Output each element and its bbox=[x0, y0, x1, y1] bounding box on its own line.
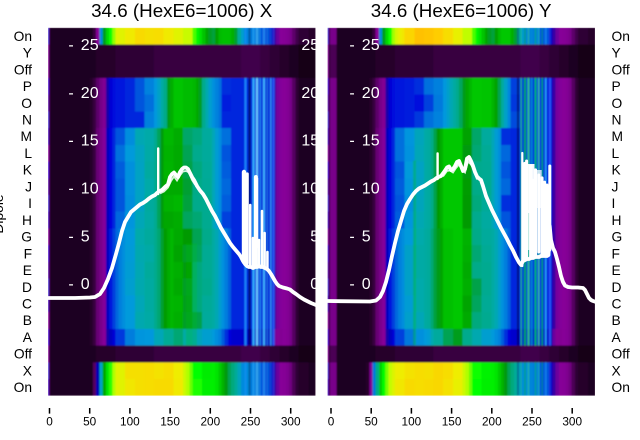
svg-text:H: H bbox=[612, 213, 622, 228]
svg-text:H: H bbox=[22, 213, 32, 228]
svg-text:D: D bbox=[612, 280, 622, 295]
svg-text:On: On bbox=[14, 29, 32, 44]
svg-text:-: - bbox=[349, 276, 354, 293]
svg-text:10: 10 bbox=[362, 181, 380, 198]
svg-text:I: I bbox=[28, 196, 32, 211]
svg-text:J: J bbox=[612, 179, 619, 194]
svg-text:5: 5 bbox=[362, 228, 371, 245]
svg-text:0: 0 bbox=[81, 276, 90, 293]
svg-text:-: - bbox=[68, 181, 73, 198]
svg-text:A: A bbox=[612, 330, 622, 345]
svg-text:Off: Off bbox=[612, 347, 630, 362]
svg-text:250: 250 bbox=[241, 415, 261, 429]
svg-text:15: 15 bbox=[301, 133, 319, 150]
svg-text:-: - bbox=[349, 181, 354, 198]
svg-text:Off: Off bbox=[14, 347, 32, 362]
svg-text:M: M bbox=[612, 129, 624, 144]
svg-text:B: B bbox=[23, 313, 32, 328]
svg-text:200: 200 bbox=[482, 415, 502, 429]
svg-text:F: F bbox=[612, 246, 620, 261]
svg-text:X: X bbox=[612, 363, 621, 378]
svg-text:On: On bbox=[612, 29, 630, 44]
svg-text:0: 0 bbox=[310, 276, 319, 293]
svg-text:L: L bbox=[612, 146, 620, 161]
svg-text:50: 50 bbox=[365, 415, 379, 429]
svg-text:F: F bbox=[24, 246, 32, 261]
svg-text:300: 300 bbox=[562, 415, 582, 429]
svg-text:N: N bbox=[612, 113, 622, 128]
svg-text:O: O bbox=[21, 96, 32, 111]
svg-text:10: 10 bbox=[81, 181, 99, 198]
svg-text:E: E bbox=[23, 263, 32, 278]
svg-text:20: 20 bbox=[362, 85, 380, 102]
svg-text:Off: Off bbox=[14, 62, 32, 77]
svg-text:-: - bbox=[349, 133, 354, 150]
svg-text:-: - bbox=[68, 85, 73, 102]
svg-text:-: - bbox=[68, 276, 73, 293]
svg-text:O: O bbox=[612, 96, 623, 111]
svg-text:C: C bbox=[612, 297, 622, 312]
svg-text:J: J bbox=[25, 179, 32, 194]
svg-text:G: G bbox=[21, 230, 32, 245]
svg-text:0: 0 bbox=[328, 415, 335, 429]
svg-text:-: - bbox=[349, 228, 354, 245]
svg-text:100: 100 bbox=[120, 415, 140, 429]
svg-text:On: On bbox=[14, 380, 32, 395]
svg-text:34.6 (HexE6=1006) X: 34.6 (HexE6=1006) X bbox=[91, 0, 273, 21]
svg-text:I: I bbox=[612, 196, 616, 211]
svg-text:K: K bbox=[612, 163, 622, 178]
svg-text:Y: Y bbox=[612, 46, 621, 61]
svg-text:C: C bbox=[22, 297, 32, 312]
svg-text:150: 150 bbox=[442, 415, 462, 429]
svg-text:250: 250 bbox=[522, 415, 542, 429]
svg-text:-: - bbox=[68, 133, 73, 150]
svg-text:Y: Y bbox=[23, 46, 32, 61]
svg-text:-: - bbox=[349, 37, 354, 54]
svg-text:200: 200 bbox=[200, 415, 220, 429]
svg-text:Dipole: Dipole bbox=[0, 194, 6, 233]
svg-text:E: E bbox=[612, 263, 621, 278]
svg-text:0: 0 bbox=[46, 415, 53, 429]
svg-text:X: X bbox=[23, 363, 32, 378]
svg-text:15: 15 bbox=[362, 133, 380, 150]
svg-text:M: M bbox=[21, 129, 33, 144]
svg-text:B: B bbox=[612, 313, 621, 328]
svg-text:300: 300 bbox=[281, 415, 301, 429]
svg-text:P: P bbox=[23, 79, 32, 94]
svg-text:5: 5 bbox=[81, 228, 90, 245]
svg-text:Off: Off bbox=[612, 62, 630, 77]
svg-text:K: K bbox=[23, 163, 33, 178]
svg-text:On: On bbox=[612, 380, 630, 395]
svg-text:G: G bbox=[612, 230, 623, 245]
svg-text:50: 50 bbox=[83, 415, 97, 429]
svg-text:0: 0 bbox=[362, 276, 371, 293]
svg-text:-: - bbox=[68, 228, 73, 245]
svg-text:P: P bbox=[612, 79, 621, 94]
svg-text:N: N bbox=[22, 113, 32, 128]
svg-text:-: - bbox=[349, 85, 354, 102]
svg-text:5: 5 bbox=[310, 228, 319, 245]
svg-text:34.6 (HexE6=1006) Y: 34.6 (HexE6=1006) Y bbox=[371, 0, 552, 21]
svg-text:25: 25 bbox=[362, 37, 380, 54]
svg-text:-: - bbox=[68, 37, 73, 54]
svg-text:20: 20 bbox=[301, 85, 319, 102]
svg-text:25: 25 bbox=[81, 37, 99, 54]
svg-text:A: A bbox=[23, 330, 33, 345]
svg-text:10: 10 bbox=[301, 181, 319, 198]
svg-text:15: 15 bbox=[81, 133, 99, 150]
svg-text:D: D bbox=[22, 280, 32, 295]
svg-text:20: 20 bbox=[81, 85, 99, 102]
svg-text:100: 100 bbox=[402, 415, 422, 429]
svg-text:25: 25 bbox=[301, 37, 319, 54]
svg-text:L: L bbox=[24, 146, 32, 161]
svg-text:150: 150 bbox=[160, 415, 180, 429]
